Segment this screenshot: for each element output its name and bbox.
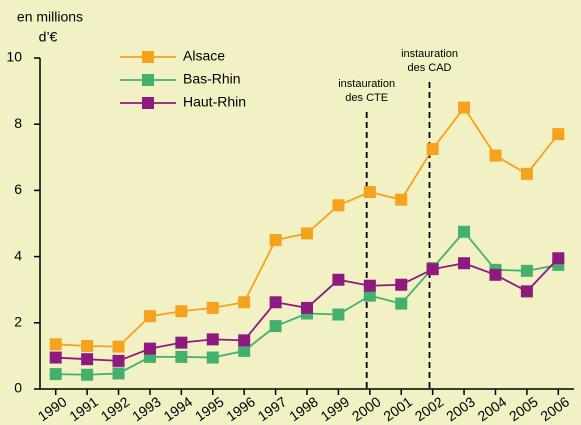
marker	[332, 199, 345, 212]
marker	[238, 296, 251, 309]
marker	[175, 305, 188, 318]
marker	[81, 368, 94, 381]
marker	[489, 149, 502, 162]
marker	[81, 339, 94, 352]
marker	[520, 167, 533, 180]
marker	[238, 344, 251, 357]
marker	[112, 367, 125, 380]
marker	[363, 186, 376, 199]
marker	[269, 296, 282, 309]
marker	[49, 368, 62, 381]
marker	[332, 273, 345, 286]
annotation-text: des CAD	[407, 62, 451, 74]
marker	[363, 289, 376, 302]
annotation-text: des CTE	[345, 92, 388, 104]
legend-label: Alsace	[183, 48, 225, 64]
marker	[175, 350, 188, 363]
marker	[238, 334, 251, 347]
marker	[301, 301, 313, 314]
marker	[143, 310, 156, 323]
legend-marker	[142, 97, 154, 109]
annotation-text: instauration	[338, 78, 395, 90]
marker	[143, 342, 156, 355]
y-tick-label: 4	[14, 247, 22, 263]
marker	[458, 225, 471, 238]
y-tick-label: 8	[14, 115, 22, 131]
marker	[112, 354, 125, 367]
marker	[175, 336, 188, 349]
marker	[206, 351, 219, 364]
annotation-text: instauration	[401, 48, 458, 60]
marker	[458, 101, 471, 114]
marker	[520, 285, 533, 298]
legend-label: Bas-Rhin	[183, 71, 241, 87]
y-tick-label: 2	[14, 314, 22, 330]
y-axis-label: d’€	[39, 29, 58, 45]
marker	[49, 338, 62, 351]
marker	[332, 308, 345, 321]
marker	[520, 264, 533, 277]
marker	[49, 351, 62, 364]
marker	[395, 278, 408, 291]
y-axis-label: en millions	[17, 9, 83, 25]
marker	[552, 128, 565, 141]
y-tick-label: 0	[14, 380, 22, 396]
marker	[363, 279, 376, 292]
marker	[552, 252, 565, 265]
marker	[395, 193, 408, 206]
marker	[458, 257, 471, 270]
marker	[426, 143, 439, 156]
marker	[81, 353, 94, 366]
marker	[269, 234, 282, 247]
marker	[301, 227, 313, 240]
marker	[395, 297, 408, 310]
marker	[426, 263, 439, 276]
legend-marker	[142, 74, 154, 86]
legend-marker	[142, 51, 154, 63]
marker	[206, 301, 219, 314]
marker	[489, 268, 502, 281]
y-tick-label: 6	[14, 181, 22, 197]
marker	[206, 333, 219, 346]
y-tick-label: 10	[6, 49, 22, 65]
marker	[112, 340, 125, 353]
legend-label: Haut-Rhin	[183, 94, 246, 110]
marker	[269, 320, 282, 333]
